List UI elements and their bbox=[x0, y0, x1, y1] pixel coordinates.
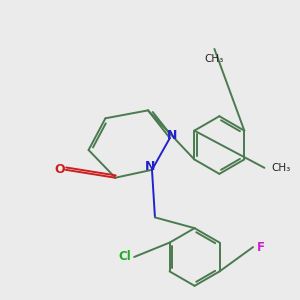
Text: Cl: Cl bbox=[119, 250, 132, 263]
Text: N: N bbox=[145, 160, 156, 173]
Text: CH₃: CH₃ bbox=[205, 54, 224, 64]
Text: F: F bbox=[257, 241, 266, 254]
Text: CH₃: CH₃ bbox=[272, 163, 291, 173]
Text: O: O bbox=[54, 163, 64, 176]
Text: N: N bbox=[167, 129, 177, 142]
